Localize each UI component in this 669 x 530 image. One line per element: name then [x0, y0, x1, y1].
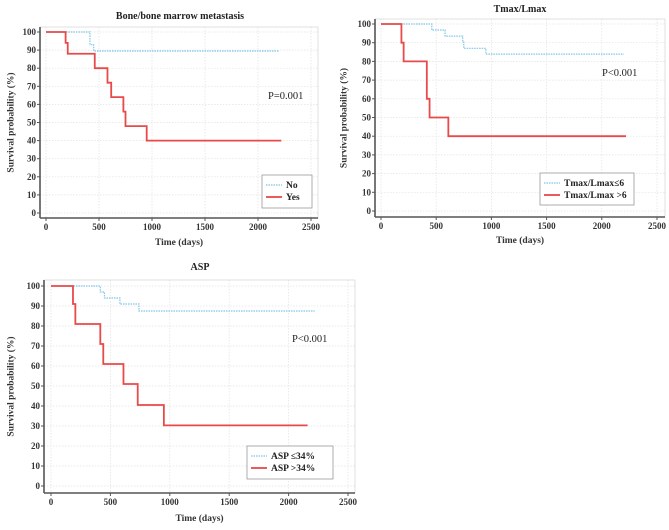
y-tick-label: 10: [31, 461, 41, 471]
y-axis-label: Survival probability (%): [5, 72, 16, 172]
y-tick-label: 60: [27, 99, 37, 109]
y-tick-label: 90: [362, 38, 372, 48]
x-tick-label: 0: [49, 497, 54, 507]
x-tick-label: 1500: [538, 221, 557, 231]
chart-title: Bone/bone marrow metastasis: [116, 11, 244, 22]
y-tick-label: 70: [31, 341, 41, 351]
y-tick-label: 80: [31, 321, 41, 331]
km-chart-1: 0 500 1000 1500 2000 2500 0 10 20 30 40 50 60 70 80 90 1…: [5, 11, 320, 248]
y-tick-label: 10: [362, 187, 372, 197]
legend: Tmax/Lmax≤6 Tmax/Lmax >6: [539, 172, 635, 206]
km-chart-2: 0 500 1000 1500 2000 2500 0 10 20 30 40 50 60 70 80 90 1…: [338, 4, 666, 246]
y-tick-label: 100: [23, 27, 37, 37]
p-value-annotation: P<0.001: [292, 334, 327, 345]
y-axis-label: Survival probability (%): [5, 336, 16, 436]
x-tick-label: 2500: [339, 497, 358, 507]
y-tick-label: 90: [31, 301, 41, 311]
survival-curve-1: [51, 285, 315, 312]
x-tick-label: 500: [104, 497, 118, 507]
x-tick-label: 1000: [143, 222, 162, 232]
legend-box: [539, 172, 635, 206]
legend-label: ASP >34%: [271, 464, 315, 474]
chart-title: ASP: [191, 262, 210, 273]
legend-label: ASP ≤34%: [271, 452, 315, 462]
y-tick-label: 60: [362, 94, 372, 104]
x-tick-label: 2500: [648, 221, 667, 231]
legend: No Yes: [261, 174, 313, 209]
legend-label: Tmax/Lmax >6: [564, 191, 627, 201]
x-tick-label: 1500: [196, 222, 215, 232]
x-tick-label: 1000: [161, 497, 180, 507]
y-tick-label: 10: [27, 190, 37, 200]
y-tick-label: 30: [362, 150, 372, 160]
x-tick-label: 1500: [220, 497, 239, 507]
y-tick-label: 100: [27, 281, 41, 291]
y-tick-label: 70: [362, 75, 372, 85]
y-tick-label: 20: [27, 172, 37, 182]
x-axis-label: Time (days): [175, 513, 223, 524]
x-axis-label: Time (days): [496, 235, 544, 246]
legend-label: Yes: [286, 193, 300, 203]
x-axis-label: Time (days): [155, 237, 203, 248]
legend-box: [246, 445, 334, 480]
x-tick-label: 0: [379, 221, 384, 231]
survival-curve-2: [51, 285, 308, 427]
legend: ASP ≤34% ASP >34%: [246, 445, 334, 480]
y-tick-label: 0: [32, 208, 37, 218]
x-tick-label: 2500: [302, 222, 321, 232]
x-tick-label: 2000: [593, 221, 612, 231]
survival-curve-1: [46, 31, 280, 52]
y-axis-label: Survival probability (%): [338, 68, 349, 168]
y-tick-label: 0: [36, 481, 41, 491]
x-tick-label: 500: [429, 221, 443, 231]
y-tick-label: 80: [362, 56, 372, 66]
x-tick-label: 0: [44, 222, 49, 232]
y-tick-label: 70: [27, 81, 37, 91]
legend-box: [261, 174, 313, 209]
p-value-annotation: P=0.001: [268, 91, 303, 102]
p-value-annotation: P<0.001: [602, 68, 637, 79]
y-tick-label: 0: [367, 206, 372, 216]
y-tick-label: 50: [27, 118, 37, 128]
chart-title: Tmax/Lmax: [494, 4, 547, 15]
y-tick-label: 50: [362, 113, 372, 123]
km-chart-3: 0 500 1000 1500 2000 2500 0 10 20 30 40 50 60 70 80 90 1…: [5, 262, 357, 524]
y-tick-label: 50: [31, 381, 41, 391]
x-tick-label: 2000: [249, 222, 268, 232]
y-tick-label: 40: [31, 401, 41, 411]
survival-curve-2: [381, 23, 627, 138]
x-tick-label: 500: [92, 222, 106, 232]
y-tick-label: 30: [31, 421, 41, 431]
y-tick-label: 60: [31, 361, 41, 371]
y-tick-label: 40: [362, 131, 372, 141]
x-tick-label: 2000: [280, 497, 299, 507]
legend-label: Tmax/Lmax≤6: [564, 179, 624, 189]
y-tick-label: 20: [31, 441, 41, 451]
x-tick-label: 1000: [482, 221, 501, 231]
survival-curve-1: [381, 23, 624, 55]
y-tick-label: 100: [358, 19, 372, 29]
y-tick-label: 40: [27, 136, 37, 146]
y-tick-label: 20: [362, 169, 372, 179]
y-tick-label: 30: [27, 154, 37, 164]
y-tick-label: 90: [27, 45, 37, 55]
y-tick-label: 80: [27, 63, 37, 73]
legend-label: No: [286, 181, 298, 191]
survival-curve-2: [46, 31, 282, 142]
